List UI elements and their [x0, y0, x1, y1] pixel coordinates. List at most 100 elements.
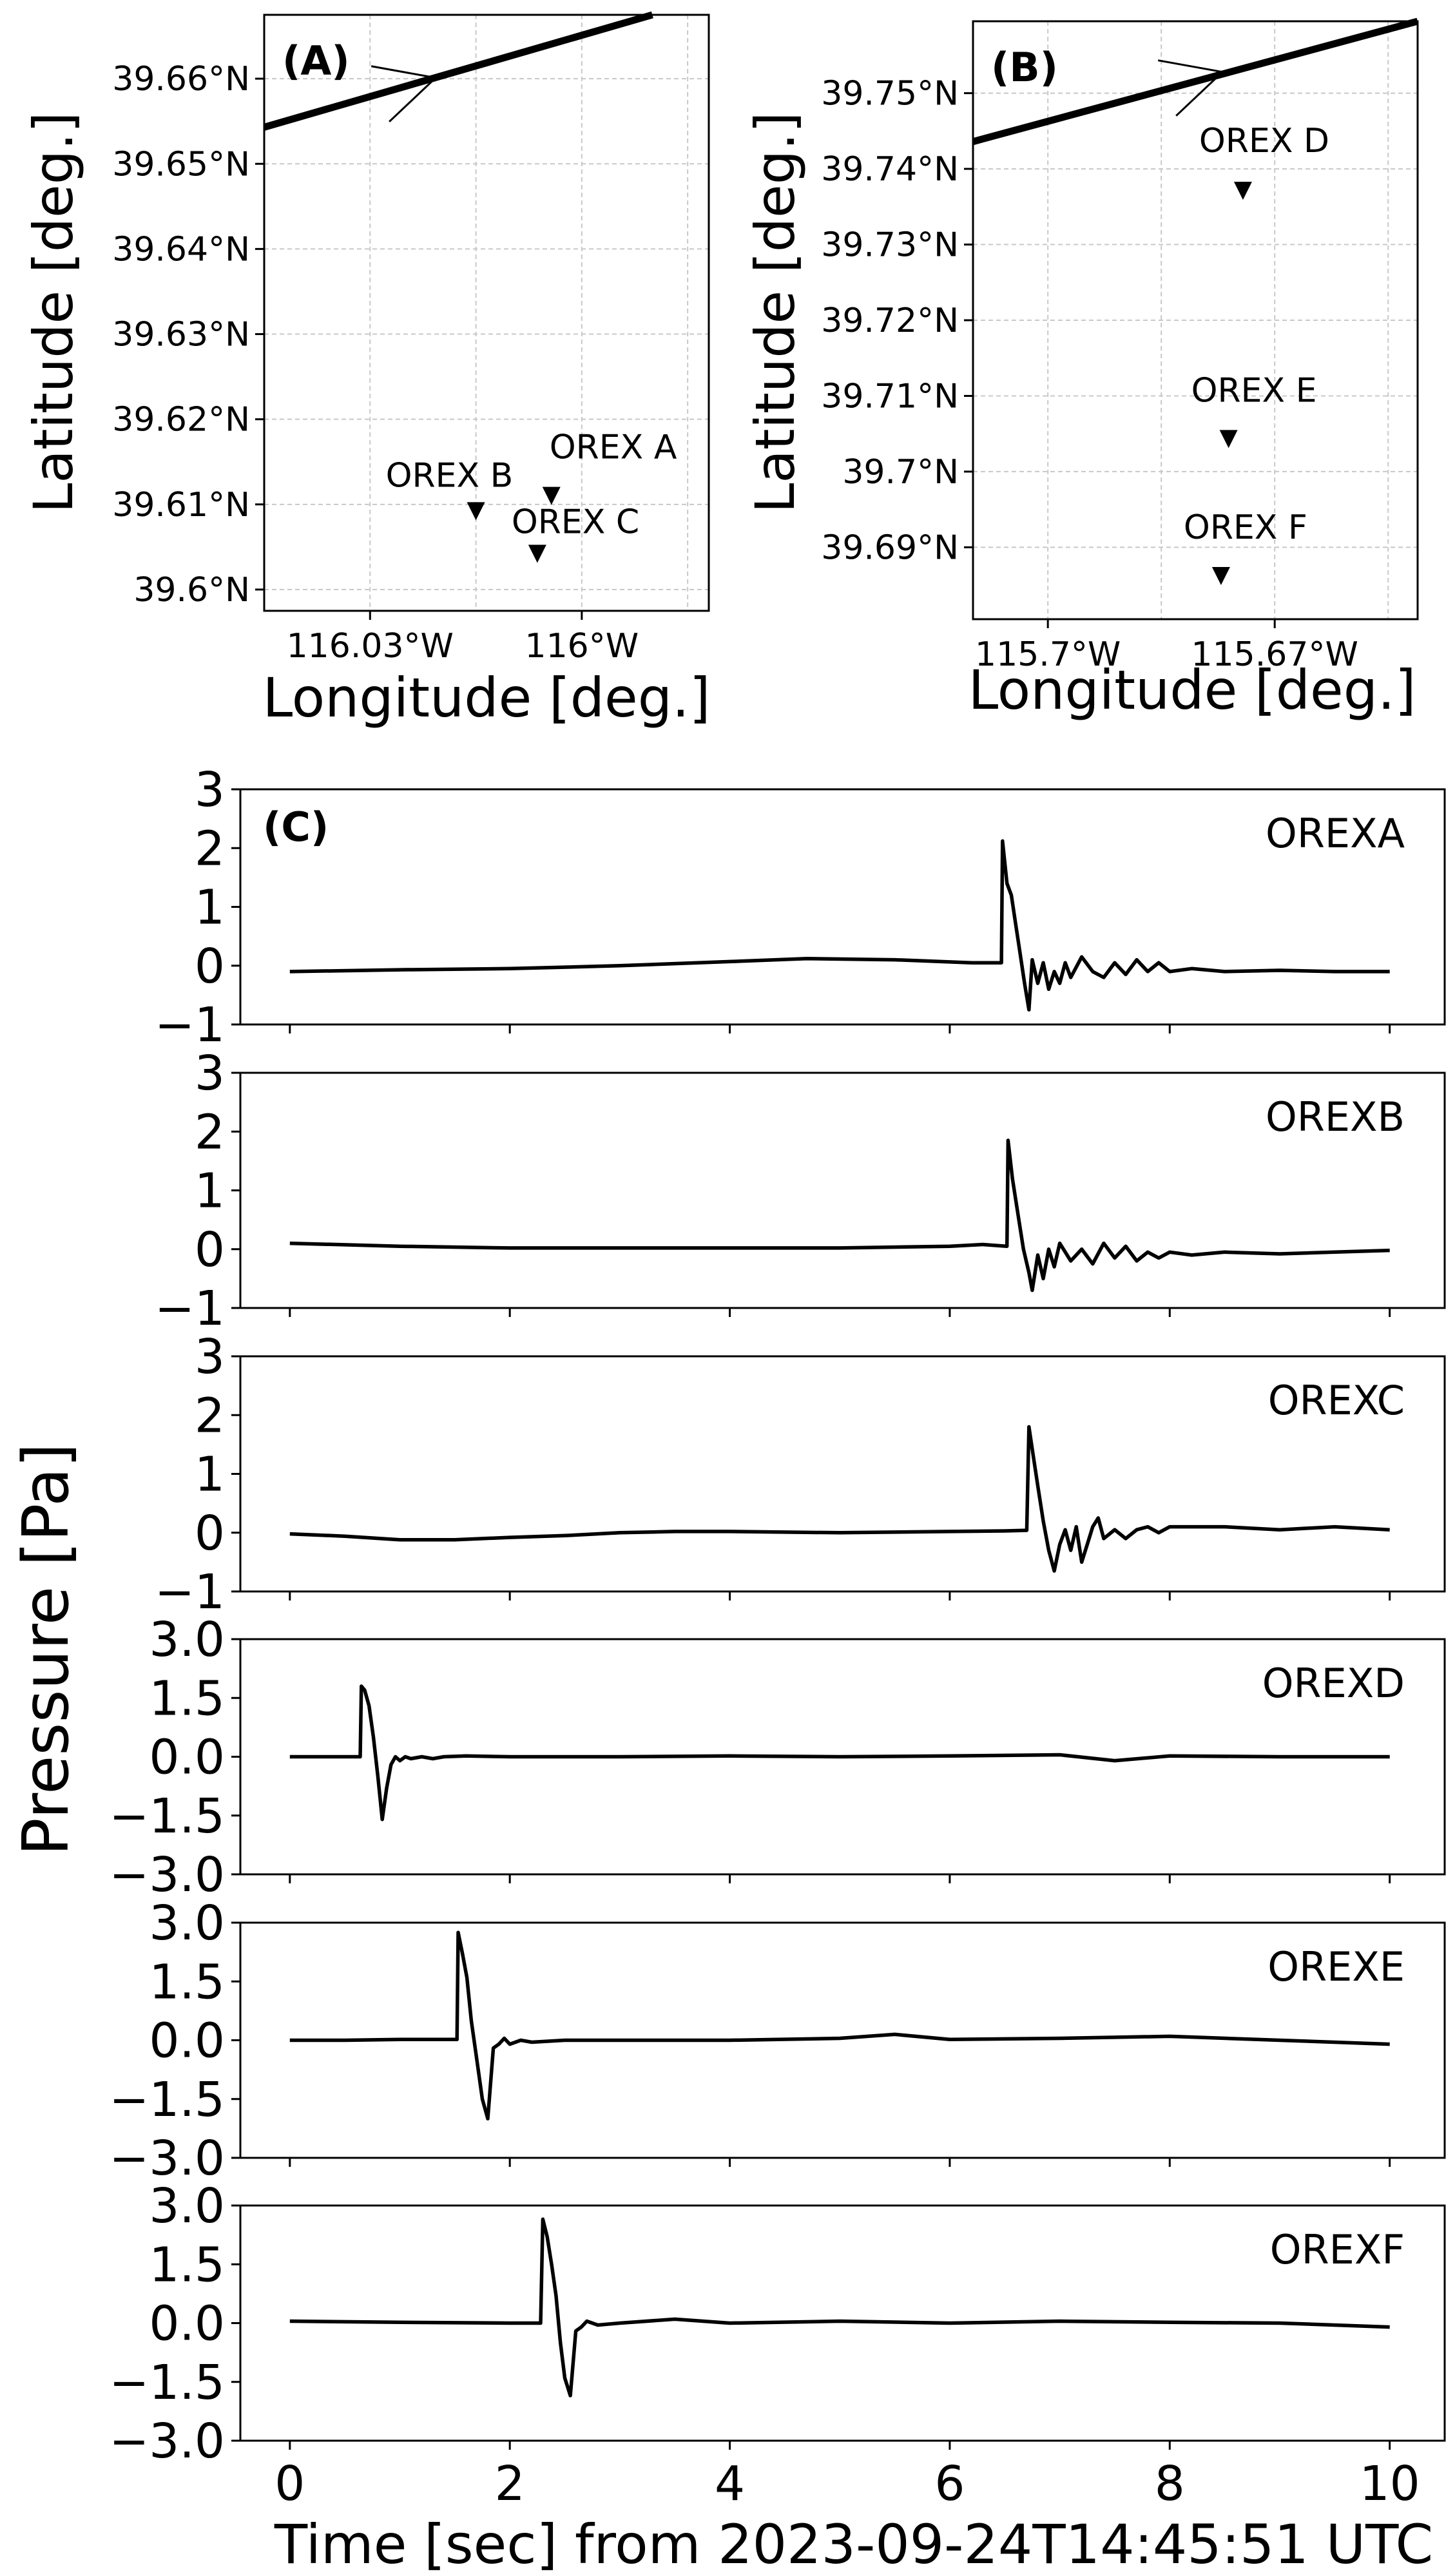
waveform-y-tick-label: 3: [195, 1046, 225, 1101]
map-b-gridlines: [973, 21, 1418, 619]
waveform-y-tick-label: 1.5: [149, 1671, 225, 1726]
a-y-tick-label: 39.63°N: [112, 316, 250, 354]
waveform-trace-orexc: [289, 1425, 1390, 1573]
waveform-y-tick-label: 1.5: [149, 1954, 225, 2010]
map-b-x-ticks: 115.7°W 115.67°W: [975, 619, 1358, 674]
waveform-y-tick-label: −1.5: [109, 2072, 225, 2128]
waveform-trace-orexe: [289, 1930, 1390, 2120]
waveform-station-name: OREXB: [1266, 1093, 1405, 1140]
a-station-marker: [542, 486, 561, 505]
waveform-y-tick-label: 0: [195, 1506, 225, 1561]
map-a-frame: [263, 14, 710, 612]
waveform-y-tick-label: −1: [155, 997, 225, 1053]
a-station-label: OREX A: [550, 428, 677, 467]
b-trajectory-line: [972, 17, 1419, 146]
b-station-label: OREX E: [1191, 371, 1317, 410]
a-y-tick-label: 39.62°N: [112, 401, 250, 439]
map-a-panel-label: (A): [282, 37, 350, 84]
map-b-y-axis-label: Latitude [deg.]: [744, 112, 807, 514]
waveform-station-name: OREXA: [1266, 810, 1405, 857]
waveform-y-tick-label: 3: [195, 762, 225, 818]
waveform-y-tick-label: 3.0: [149, 1612, 225, 1668]
a-y-tick-label: 39.65°N: [112, 145, 250, 184]
b-station-label: OREX F: [1184, 508, 1307, 547]
waveform-panel-label: (C): [263, 803, 329, 851]
b-x-tick-label: 115.67°W: [1191, 635, 1358, 674]
a-station-marker: [528, 544, 546, 563]
waveform-y-tick-label: 1: [195, 1164, 225, 1219]
waveform-subplot-orexf: −3.0−1.50.01.53.0 OREXF: [109, 2178, 1446, 2469]
waveform-trace-orexa: [289, 839, 1390, 1012]
a-y-tick-label: 39.64°N: [112, 230, 250, 269]
map-a-x-ticks: 116.03°W 116°W: [287, 611, 639, 666]
b-y-tick-label: 39.71°N: [821, 377, 959, 416]
a-y-tick-label: 39.61°N: [112, 486, 250, 524]
waveform-x-tick-label: 0: [275, 2456, 305, 2512]
map-a-y-axis-label: Latitude [deg.]: [22, 112, 85, 514]
waveform-y-tick-label: 1: [195, 1447, 225, 1503]
waveform-y-tick-label: −1: [155, 1564, 225, 1620]
waveform-subplot-orexe: −3.0−1.50.01.53.0 OREXE: [109, 1896, 1446, 2186]
b-y-tick-label: 39.7°N: [842, 453, 959, 492]
waveform-x-tick-label: 10: [1360, 2456, 1420, 2512]
b-station-marker: [1233, 182, 1252, 200]
waveform-y-tick-label: 3.0: [149, 2178, 225, 2234]
waveform-y-tick-label: −1.5: [109, 1789, 225, 1844]
b-x-tick-label: 115.7°W: [975, 635, 1121, 674]
map-b-trajectory: [972, 17, 1419, 146]
waveform-station-name: OREXC: [1268, 1377, 1405, 1424]
waveform-x-tick-label: 8: [1155, 2456, 1185, 2512]
a-x-tick-label: 116.03°W: [287, 627, 454, 666]
waveform-y-tick-label: 3: [195, 1329, 225, 1385]
map-panel-b: OREX D OREX E OREX F 115.7°W 115.67°W 39.69…: [744, 17, 1419, 722]
a-y-tick-label: 39.66°N: [112, 60, 250, 99]
b-trajectory-tick: [1175, 71, 1224, 117]
waveform-y-tick-label: 1: [195, 880, 225, 936]
map-b-panel-label: (B): [991, 44, 1058, 91]
waveform-y-tick-label: 0: [195, 939, 225, 994]
waveform-y-tick-label: 0: [195, 1222, 225, 1278]
waveform-x-tick-label: 6: [934, 2456, 965, 2512]
b-station-marker: [1211, 567, 1230, 586]
b-y-tick-label: 39.73°N: [821, 226, 959, 265]
waveform-station-name: OREXF: [1270, 2226, 1405, 2273]
waveform-y-tick-label: −1: [155, 1281, 225, 1336]
a-y-tick-label: 39.6°N: [133, 571, 250, 610]
map-b-x-axis-label: Longitude [deg.]: [968, 658, 1416, 722]
waveform-y-tick-label: 0.0: [149, 2014, 225, 2069]
map-a-stations: OREX A OREX B OREX C: [386, 428, 677, 563]
waveform-y-axis-label: Pressure [Pa]: [10, 1443, 83, 1856]
waveform-y-tick-label: 2: [195, 821, 225, 876]
b-y-tick-label: 39.69°N: [821, 528, 959, 567]
waveform-x-axis-label: Time [sec] from 2023-09-24T14:45:51 UTC: [274, 2513, 1433, 2576]
waveform-y-tick-label: 0.0: [149, 2296, 225, 2352]
waveform-x-tick-label: 2: [495, 2456, 525, 2512]
map-a-x-axis-label: Longitude [deg.]: [262, 666, 710, 729]
waveform-y-tick-label: −3.0: [109, 2131, 225, 2186]
waveform-trace-orexf: [289, 2217, 1390, 2398]
map-a-trajectory: [263, 11, 653, 131]
waveform-y-tick-label: 1.5: [149, 2237, 225, 2292]
waveform-y-tick-label: −3.0: [109, 2414, 225, 2469]
map-b-y-ticks: 39.69°N 39.7°N 39.71°N 39.72°N 39.73°N 39.74°…: [821, 75, 973, 567]
b-y-tick-label: 39.75°N: [821, 75, 959, 113]
waveform-panel-c: −10123OREXA−10123OREXB−10123OREXC−3.0−1.…: [10, 762, 1446, 2576]
b-y-tick-label: 39.74°N: [821, 150, 959, 189]
a-station-label: OREX B: [386, 456, 514, 495]
waveform-trace-orexb: [289, 1139, 1390, 1293]
waveform-x-ticks: 0 2 4 6 8 10: [275, 2456, 1420, 2512]
waveform-y-tick-label: 0.0: [149, 1730, 225, 1785]
a-x-tick-label: 116°W: [525, 627, 639, 666]
map-a-y-ticks: 39.6°N 39.61°N 39.62°N 39.63°N 39.64°N 39.65°…: [112, 60, 264, 610]
a-trajectory-line: [263, 11, 653, 131]
waveform-station-name: OREXE: [1267, 1943, 1405, 1990]
a-trajectory-tick: [389, 77, 437, 122]
a-station-label: OREX C: [512, 503, 639, 541]
a-station-marker: [467, 502, 485, 521]
waveform-y-tick-label: 2: [195, 1104, 225, 1160]
